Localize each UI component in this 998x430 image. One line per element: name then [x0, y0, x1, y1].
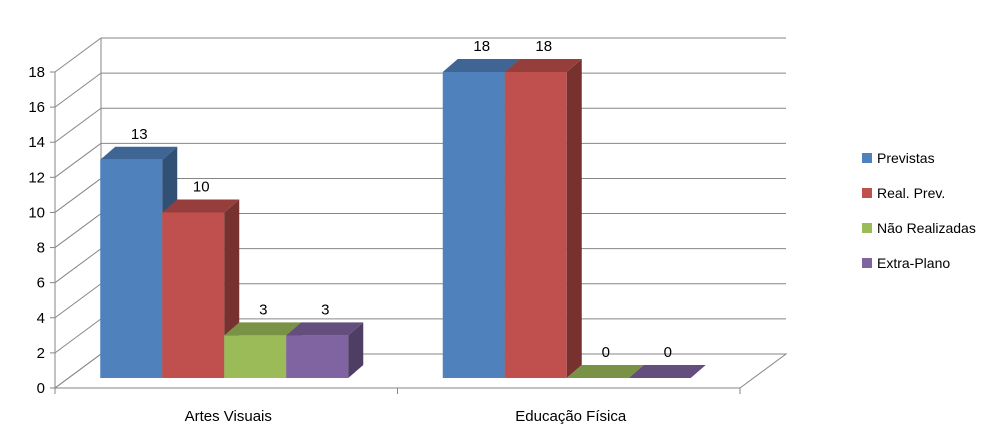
y-tick-label: 8: [37, 240, 45, 257]
data-label: 18: [535, 38, 552, 55]
gridline-side: [54, 248, 102, 284]
legend-label: Extra-Plano: [877, 255, 950, 271]
bar-top: [162, 199, 240, 213]
bar-front: [504, 72, 567, 378]
data-label: 0: [664, 344, 672, 361]
gridline-side: [54, 37, 102, 73]
bar-top: [504, 59, 582, 72]
bar-front: [224, 335, 287, 378]
axes: 0 2 4 6 8 10 12 14 16 18 Artes Visuais Educação Fís…: [28, 64, 741, 425]
legend-label: Real. Prev.: [877, 185, 945, 201]
legend-label: Previstas: [877, 150, 935, 166]
bar-top: [628, 365, 706, 378]
y-tick-label: 4: [37, 310, 45, 327]
bar-side: [566, 59, 582, 378]
data-labels: 13 10 3 3 18 18 0 0: [131, 38, 672, 361]
bar-real-prev[interactable]: [504, 59, 582, 378]
gridline-side: [54, 318, 102, 354]
bars: [100, 59, 706, 378]
data-label: 3: [259, 301, 267, 318]
legend-item-nao-realizadas[interactable]: Não Realizadas: [862, 220, 976, 236]
gridline-side: [54, 213, 102, 248]
gridline-side: [54, 178, 102, 213]
bar-extra-plano[interactable]: [628, 365, 706, 378]
legend-label: Não Realizadas: [877, 220, 976, 236]
bar-top: [100, 146, 178, 160]
legend-swatch: [862, 188, 872, 198]
bar-side: [348, 322, 364, 378]
bar-nao-realizadas[interactable]: [566, 365, 644, 378]
data-label: 13: [131, 126, 148, 143]
data-label: 3: [321, 301, 329, 318]
legend-swatch: [862, 153, 872, 163]
data-label: 10: [193, 178, 210, 195]
gridline-side: [54, 142, 102, 178]
y-tick-label: 6: [37, 275, 45, 292]
legend-swatch: [862, 258, 872, 268]
y-tick-label: 10: [28, 204, 45, 221]
legend: Previstas Real. Prev. Não Realizadas Extra-…: [862, 150, 976, 271]
gridline-side: [54, 353, 102, 389]
y-tick-label: 0: [37, 380, 45, 397]
x-category-label: Artes Visuais: [185, 408, 272, 425]
bar-top: [566, 365, 644, 378]
data-label: 18: [473, 38, 490, 55]
bar-top: [442, 59, 520, 72]
gridline-side: [54, 107, 102, 143]
bar-top: [224, 322, 302, 336]
y-tick-label: 2: [37, 345, 45, 362]
y-tick-label: 18: [28, 64, 45, 81]
legend-item-previstas[interactable]: Previstas: [862, 150, 935, 166]
legend-swatch: [862, 223, 872, 233]
data-label: 0: [602, 344, 610, 361]
bar-extra-plano[interactable]: [286, 322, 364, 378]
gridline-side: [54, 72, 102, 108]
bar-front: [100, 159, 163, 378]
y-tick-label: 12: [28, 169, 45, 186]
bar-top: [286, 322, 364, 336]
gridline-side: [54, 283, 102, 319]
y-tick-label: 14: [28, 134, 45, 151]
bar-front: [162, 212, 225, 378]
y-tick-label: 16: [28, 99, 45, 116]
legend-item-real-prev[interactable]: Real. Prev.: [862, 185, 945, 201]
bar-front: [286, 335, 349, 378]
x-category-label: Educação Física: [515, 408, 627, 425]
bar-front: [442, 72, 505, 378]
legend-item-extra-plano[interactable]: Extra-Plano: [862, 255, 950, 271]
